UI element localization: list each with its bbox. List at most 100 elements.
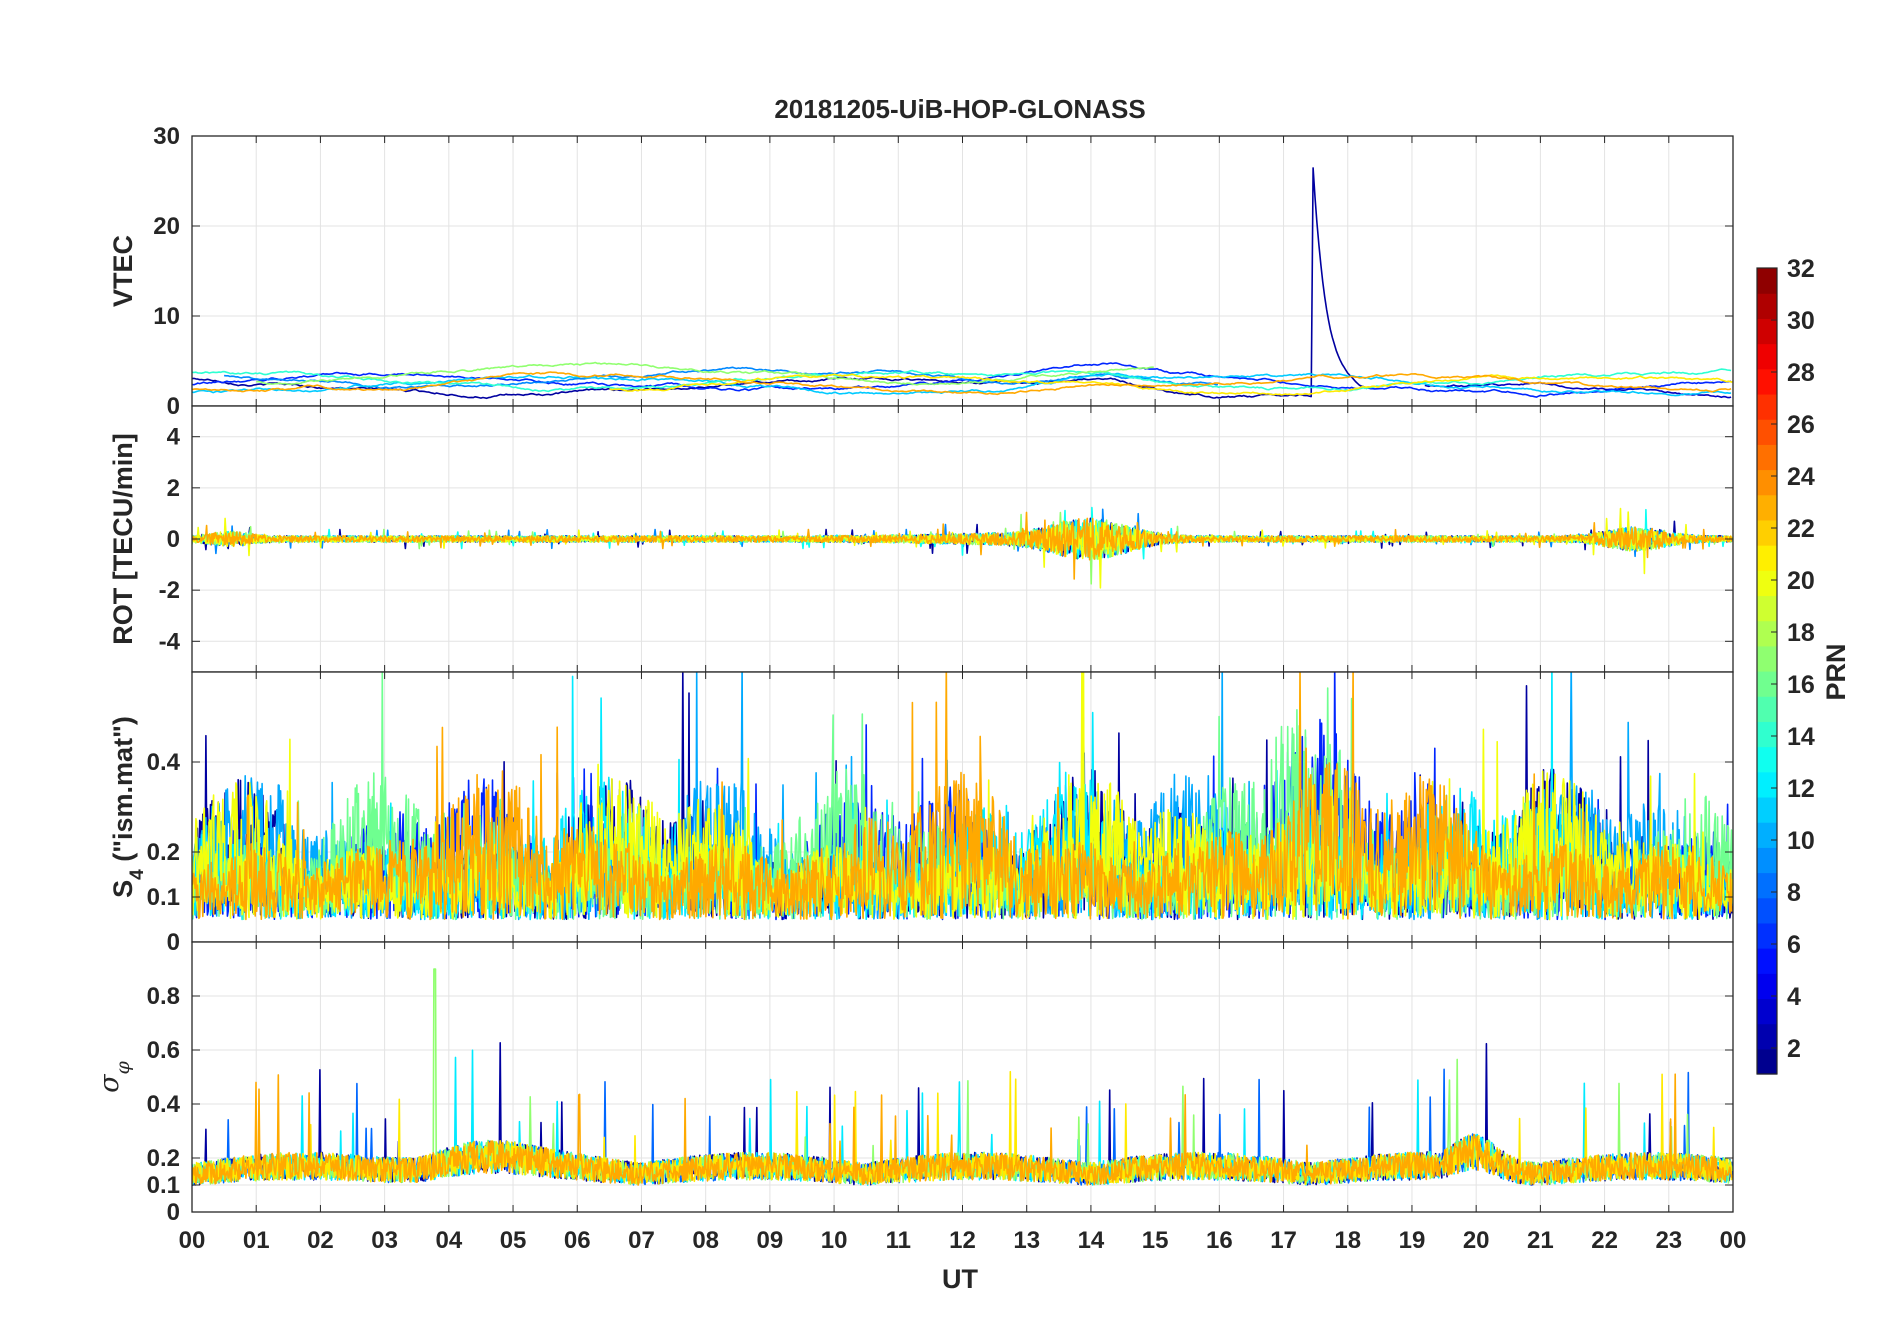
colorbar-swatch [1757,519,1777,546]
colorbar-swatch [1757,570,1777,597]
x-tick-label: 00 [1720,1227,1747,1254]
colorbar-tick-label: 26 [1787,411,1815,439]
colorbar-label: PRN [1821,643,1851,700]
series-group-vtec [192,167,1733,400]
y-tick-label-vtec: 10 [153,303,180,330]
colorbar-swatch [1757,671,1777,697]
colorbar-swatch [1757,1048,1777,1075]
y-tick-label-s4: 0.4 [147,749,181,776]
colorbar-swatch [1757,545,1777,571]
panel-sigma: 00.10.2 0.4 0.6 0.8 σφ [94,941,1734,1226]
y-tick-label-vtec: 30 [153,123,180,150]
colorbar-frame [1756,267,1778,1075]
panel-rot: -4 -2 0 2 4 ROT [TECU/min] [108,405,1734,673]
colorbar-swatch [1757,1023,1777,1050]
x-tick-label: 08 [692,1227,719,1254]
x-tick-label: 16 [1206,1227,1233,1254]
colorbar-tick-label: 10 [1787,827,1815,855]
colorbar-tick-label: 32 [1787,255,1815,283]
colorbar-swatch [1757,822,1777,848]
y-tick-label-vtec: 20 [153,213,180,240]
x-tick-label: 21 [1527,1227,1554,1254]
x-tick-label: 11 [886,1227,911,1254]
colorbar-swatch [1757,318,1777,345]
series-line-vtec-prn3 [1424,381,1732,399]
x-tick-label: 07 [628,1227,655,1254]
colorbar-swatch [1757,796,1777,823]
y-axis-label-rot: ROT [TECU/min] [108,433,138,644]
colorbar-tick-label: 28 [1787,359,1815,387]
colorbar-swatch [1757,469,1777,496]
y-axis-label-sub: φ [112,1060,134,1074]
colorbar-tick-label: 20 [1787,567,1815,595]
colorbar-swatch [1757,948,1777,974]
colorbar-swatch [1757,645,1777,672]
x-axis-label: UT [942,1264,978,1294]
colorbar-swatch [1757,343,1777,370]
panel-s4: 0 0.1 0.2 0.4S4 ("ism.mat") [108,671,1734,956]
x-tick-label: 06 [564,1227,591,1254]
colorbar-swatch [1757,393,1777,420]
y-tick-label-rot: 0 [167,526,180,553]
colorbar-swatch [1757,922,1777,949]
series-group-s4 [192,672,1733,921]
chart-title: 20181205-UiB-HOP-GLONASS [774,94,1145,124]
y-tick-label-rot: 2 [167,475,180,502]
y-tick-label-sigma: 0 [167,1199,180,1226]
colorbar-tick-label: 4 [1787,983,1801,1011]
series-line-vtec-prn11 [192,372,1732,397]
colorbar-swatch [1757,494,1777,521]
y-tick-label-vtec: 0 [167,393,180,420]
x-tick-label: 10 [821,1227,848,1254]
y-axis-label-main: σ [94,1073,125,1093]
y-axis-label-s4: S4 ("ism.mat") [108,716,148,898]
y-tick-label-s4: 0 [167,929,180,956]
colorbar-swatch [1757,419,1777,445]
y-tick-label-rot: -2 [159,577,180,604]
colorbar-swatch [1757,595,1777,622]
y-tick-label-s4: 0.2 [147,839,180,866]
y-axis-label-vtec: VTEC [108,235,138,307]
colorbar-swatch [1757,721,1777,748]
y-axis-label-rest: ("ism.mat") [108,716,138,869]
x-tick-label: 04 [435,1227,462,1254]
y-axis-label-sub: 4 [127,869,148,880]
y-tick-label-rot: 4 [167,424,181,451]
colorbar-tick-label: 14 [1787,723,1815,751]
colorbar-tick-label: 16 [1787,671,1815,699]
colorbar-swatch [1757,897,1777,924]
y-tick-label-sigma: 0.2 [147,1145,180,1172]
colorbar-tick-label: 8 [1787,879,1801,907]
x-tick-label: 18 [1334,1227,1361,1254]
x-tick-label: 13 [1013,1227,1040,1254]
series-group-sigma [192,968,1733,1186]
colorbar-swatch [1757,368,1777,395]
x-tick-label: 20 [1463,1227,1490,1254]
series-group-rot [192,506,1733,589]
y-tick-label-s4: 0.1 [147,884,180,911]
y-tick-label-sigma: 0.4 [147,1091,181,1118]
x-tick-label: 09 [757,1227,784,1254]
x-tick-label: 23 [1655,1227,1682,1254]
colorbar-tick-label: 6 [1787,931,1801,959]
colorbar-swatch [1757,998,1777,1025]
colorbar-tick-label: 30 [1787,307,1815,335]
x-tick-label: 05 [500,1227,527,1254]
x-tick-label: 22 [1591,1227,1618,1254]
y-tick-label-sigma: 0.1 [147,1172,180,1199]
x-tick-label: 17 [1270,1227,1297,1254]
y-axis-label-sigma: σφ [94,1060,134,1092]
colorbar-swatch [1757,872,1777,899]
series-line-vtec-prn23 [192,371,1732,396]
y-tick-label-rot: -4 [159,628,181,655]
colorbar-tick-label: 2 [1787,1035,1801,1063]
colorbar-swatch [1757,771,1777,798]
series-line-sigma-prn23 [192,1073,1733,1186]
colorbar-swatch [1757,696,1777,722]
series-line-s4-prn23 [192,672,1733,921]
series-line-vtec-prn21 [609,373,1733,396]
